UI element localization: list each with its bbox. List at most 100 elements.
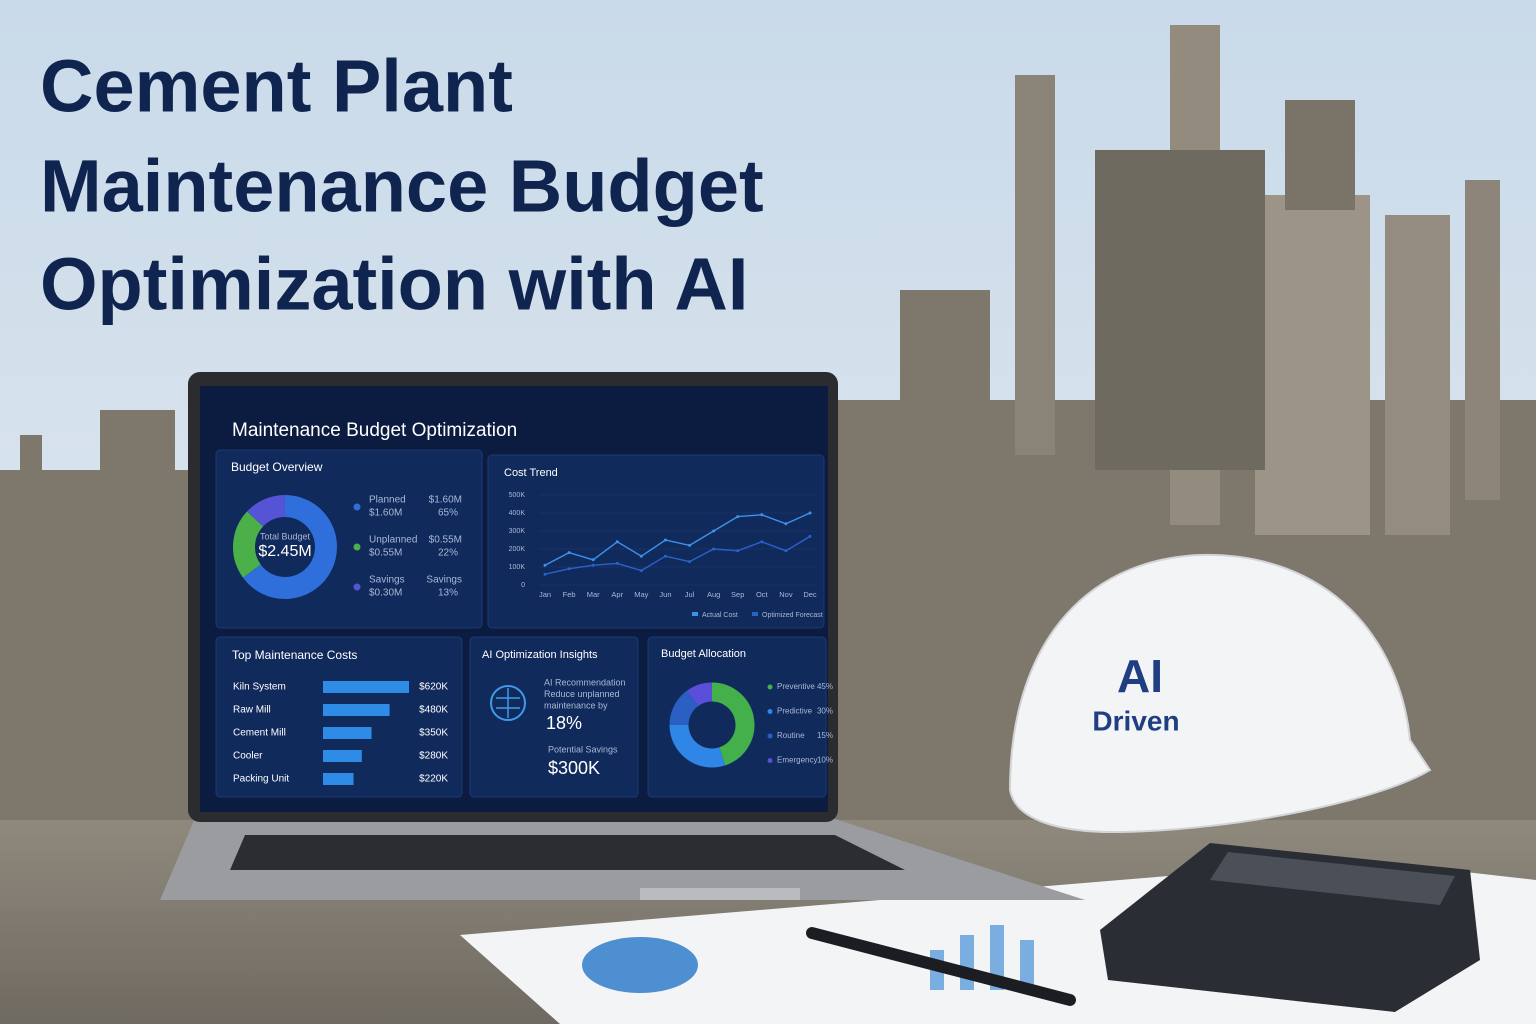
helmet-text: Driven bbox=[1092, 705, 1179, 736]
y-tick-label: 100K bbox=[509, 564, 526, 571]
helmet-text: AI bbox=[1117, 650, 1163, 702]
legend-label: Optimized Forecast bbox=[762, 612, 823, 619]
x-tick-label: Jul bbox=[685, 590, 695, 599]
panel-title: AI Optimization Insights bbox=[482, 649, 598, 661]
legend-dot bbox=[767, 684, 773, 690]
bar bbox=[323, 727, 372, 739]
x-tick-label: Jun bbox=[659, 590, 671, 599]
insight-value: 18% bbox=[546, 713, 582, 733]
donut-segment bbox=[247, 495, 286, 527]
x-tick-label: Nov bbox=[779, 590, 793, 599]
bar bbox=[323, 681, 409, 693]
bar-value: $220K bbox=[419, 774, 448, 785]
y-tick-label: 200K bbox=[509, 546, 526, 553]
point bbox=[543, 563, 547, 567]
point bbox=[712, 547, 716, 551]
pen bbox=[806, 927, 1076, 1006]
y-tick-label: 300K bbox=[509, 528, 526, 535]
legend-dot bbox=[353, 583, 361, 591]
brain-icon bbox=[490, 685, 526, 721]
legend-label: Actual Cost bbox=[702, 612, 738, 619]
point bbox=[688, 543, 692, 547]
panel-title: Budget Overview bbox=[231, 460, 323, 474]
point bbox=[615, 540, 619, 544]
panel-title: Cost Trend bbox=[504, 467, 558, 479]
bar-value: $350K bbox=[419, 728, 448, 739]
x-tick-label: Apr bbox=[611, 590, 623, 599]
dashboard: Budget Overview Total Budget $2.45M Planned… bbox=[231, 460, 833, 785]
line-series bbox=[544, 535, 811, 575]
legend-share: 45% bbox=[817, 682, 833, 691]
point bbox=[663, 554, 667, 558]
point bbox=[688, 560, 692, 564]
donut-segment bbox=[242, 495, 337, 599]
donut-segment bbox=[711, 682, 755, 766]
legend-value: $0.55M bbox=[429, 535, 462, 546]
insight-value: $300K bbox=[548, 758, 600, 778]
x-tick-label: Jan bbox=[539, 590, 551, 599]
paper-pie bbox=[582, 937, 698, 993]
point bbox=[712, 529, 716, 533]
legend-dot bbox=[767, 733, 773, 739]
legend-amount: $0.55M bbox=[369, 548, 402, 559]
x-tick-label: May bbox=[634, 590, 648, 599]
brain-icon bbox=[496, 688, 520, 718]
point bbox=[663, 538, 667, 542]
donut-center-label: Total Budget bbox=[260, 531, 311, 541]
insight-text: Potential Savings bbox=[548, 744, 618, 754]
bar bbox=[323, 704, 390, 716]
legend-share: 15% bbox=[817, 731, 833, 740]
donut-segment bbox=[669, 690, 699, 726]
donut-segment bbox=[233, 511, 264, 578]
dashboard-title: Maintenance Budget Optimization bbox=[232, 420, 517, 441]
y-tick-label: 400K bbox=[509, 510, 526, 517]
legend-swatch bbox=[692, 612, 698, 616]
legend-share: 30% bbox=[817, 707, 833, 716]
legend-label: Savings bbox=[369, 575, 405, 586]
insight-text: AI Recommendation bbox=[544, 677, 626, 687]
bar-value: $280K bbox=[419, 751, 448, 762]
bar bbox=[323, 773, 354, 785]
donut-segment bbox=[687, 682, 713, 707]
point bbox=[808, 511, 812, 515]
point bbox=[591, 563, 595, 567]
title-line: Optimization with AI bbox=[40, 243, 748, 326]
x-tick-label: Mar bbox=[587, 590, 600, 599]
helmet bbox=[1008, 553, 1432, 834]
x-tick-label: Oct bbox=[756, 590, 769, 599]
calculator-display bbox=[1210, 852, 1455, 905]
point bbox=[736, 549, 740, 553]
x-tick-label: Sep bbox=[731, 590, 744, 599]
point bbox=[567, 551, 571, 555]
legend-label: Emergency bbox=[777, 756, 817, 765]
y-tick-label: 0 bbox=[521, 582, 525, 589]
point bbox=[760, 513, 764, 517]
legend-label: Predictive bbox=[777, 707, 813, 716]
bar-label: Kiln System bbox=[233, 682, 286, 693]
point bbox=[784, 549, 788, 553]
bar-label: Cement Mill bbox=[233, 728, 286, 739]
bar-value: $480K bbox=[419, 705, 448, 716]
panel-title: Top Maintenance Costs bbox=[232, 648, 357, 662]
x-tick-label: Dec bbox=[803, 590, 817, 599]
point bbox=[784, 522, 788, 526]
legend-dot bbox=[353, 503, 361, 511]
line-series bbox=[544, 512, 811, 566]
legend-swatch bbox=[752, 612, 758, 616]
legend-share: 13% bbox=[438, 588, 458, 599]
point bbox=[591, 558, 595, 562]
x-tick-label: Aug bbox=[707, 590, 720, 599]
title-line: Maintenance Budget bbox=[40, 145, 764, 228]
legend-value: $1.60M bbox=[429, 495, 462, 506]
keyboard bbox=[230, 835, 905, 870]
headline: Cement Plant Maintenance Budget Optimiza… bbox=[40, 45, 764, 326]
donut-center-value: $2.45M bbox=[258, 543, 311, 560]
point bbox=[808, 534, 812, 538]
x-tick-label: Feb bbox=[563, 590, 576, 599]
panel-title: Budget Allocation bbox=[661, 648, 746, 660]
bar-value: $620K bbox=[419, 682, 448, 693]
point bbox=[567, 567, 571, 571]
point bbox=[543, 572, 547, 576]
